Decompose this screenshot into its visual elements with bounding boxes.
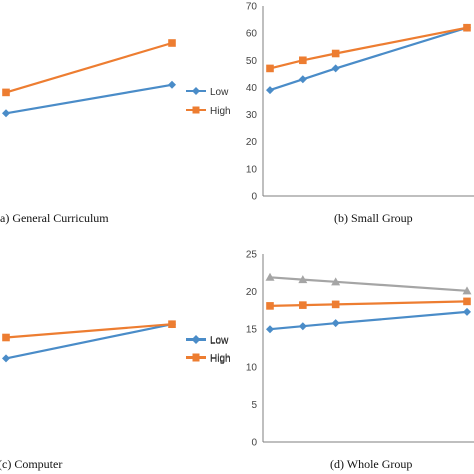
legend-d-high-label: High [210, 353, 231, 364]
panel-b-series-high-line [269, 26, 468, 70]
caption-b: (b) Small Group [334, 211, 413, 225]
panel-b-series-low-point-0 [266, 86, 274, 95]
panel-d-series-gray-point-1 [298, 275, 308, 284]
panel-d-series-gray-point-0 [265, 272, 275, 281]
legend-c-low-label: Low [210, 335, 229, 346]
caption-c: (c) Computer [0, 457, 62, 471]
panel-d: 0 5 10 15 20 25 Low High (d) Whole Group [186, 250, 474, 471]
panel-d-series-low-line [269, 310, 468, 331]
panel-d-series-high-line [269, 300, 468, 307]
panel-b-ytick-20: 20 [246, 137, 258, 148]
legend-d-low-label: Low [210, 336, 229, 347]
panel-b-series-high-point-2 [331, 49, 340, 58]
panel-d-series-low-point-2 [331, 319, 340, 328]
legend-a-high-marker [192, 106, 200, 114]
panel-b-ytick-40: 40 [246, 83, 258, 94]
legend-a-low-label: Low [210, 87, 229, 98]
panel-a-series-low-point-0 [2, 109, 10, 118]
panel-d-series-high-point-1 [299, 301, 307, 309]
panel-a-series-high-line [5, 41, 173, 94]
panel-b-ytick-60: 60 [246, 29, 258, 40]
legend-a-low-marker [192, 87, 200, 95]
panel-d-ytick-15: 15 [246, 325, 258, 336]
panel-b-ytick-10: 10 [246, 164, 258, 175]
legend-d-high-marker [192, 353, 200, 361]
panel-d-series-gray-point-3 [462, 286, 472, 295]
panel-d-series-high-point-0 [266, 302, 274, 310]
panel-d-ytick-20: 20 [246, 287, 258, 298]
panel-d-series-low-point-0 [266, 325, 274, 334]
panel-d-ytick-10: 10 [246, 362, 258, 373]
panel-b-series-low-point-1 [298, 75, 307, 84]
legend-d-low-marker [192, 336, 200, 344]
legend-a-high-label: High [210, 106, 231, 117]
panel-b-ytick-50: 50 [246, 56, 258, 67]
panel-a: Low High (a) General Curriculum [0, 39, 231, 225]
caption-a: (a) General Curriculum [0, 211, 109, 225]
caption-d: (d) Whole Group [330, 457, 412, 471]
panel-b: 0 10 20 30 40 50 60 70 (b) Small Group [246, 2, 474, 225]
legend-c-high-label: High [210, 354, 231, 365]
panel-d-series-high-point-2 [331, 300, 340, 309]
panel-c-series-high-line [5, 323, 173, 339]
panel-b-series-low-line [269, 26, 468, 92]
panel-c-series-high-point-0 [2, 333, 10, 342]
panel-a-series-high-point-0 [2, 88, 10, 97]
panel-b-series-high-point-1 [299, 56, 307, 65]
panel-d-series-gray-line [269, 276, 468, 292]
panel-c-series-low-point-0 [2, 354, 10, 363]
legend-d: Low High [186, 336, 231, 364]
panel-b-ytick-70: 70 [246, 2, 258, 13]
panel-d-ytick-0: 0 [251, 438, 257, 449]
panel-c-series-low-line [5, 323, 173, 360]
panel-d-series-low-point-1 [298, 322, 307, 331]
panel-d-series-low-point-3 [463, 307, 471, 316]
panel-b-series-high-point-0 [266, 64, 274, 73]
panel-b-series-low-point-2 [331, 64, 340, 73]
panel-b-ytick-0: 0 [251, 192, 257, 203]
panel-a-series-low-line [5, 83, 173, 115]
panel-b-series-high-point-3 [463, 23, 471, 32]
panel-d-series-high-point-3 [463, 297, 471, 306]
panel-d-series-gray-point-2 [331, 277, 341, 286]
panel-d-ytick-5: 5 [251, 400, 257, 411]
panel-a-series-high-point-1 [168, 39, 176, 47]
panel-a-series-low-point-1 [168, 80, 176, 89]
legend-a: Low High [186, 87, 231, 117]
panel-c-series-high-point-1 [168, 320, 176, 328]
panel-b-ytick-30: 30 [246, 110, 258, 121]
panel-d-ytick-25: 25 [246, 250, 258, 261]
